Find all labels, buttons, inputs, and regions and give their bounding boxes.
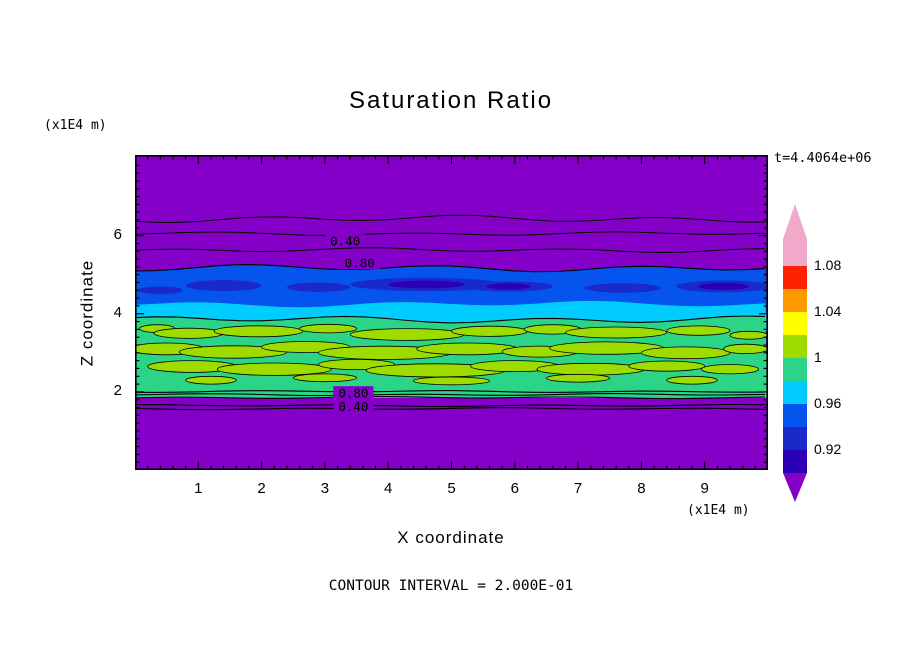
x-tick-label: 9: [700, 480, 709, 497]
x-tick-label: 3: [320, 480, 330, 497]
x-axis-label: X coordinate: [397, 528, 505, 547]
x-tick-label: 8: [637, 480, 646, 497]
contour-label: 0.40: [330, 234, 360, 249]
colorbar: [783, 204, 807, 502]
y-axis-label: Z coordinate: [77, 259, 96, 366]
colorbar-tick-label: 1: [814, 349, 822, 365]
x-tick-label: 7: [573, 480, 583, 497]
x-tick-label: 4: [384, 480, 393, 497]
y-tick-label: 4: [113, 303, 122, 321]
colorbar-tick-label: 1.04: [814, 303, 842, 319]
contour-label: 0.40: [338, 399, 368, 414]
y-tick-label: 2: [113, 381, 122, 399]
contour-plot: 0.400.800.800.40: [135, 155, 768, 470]
timestamp: t=4.4064e+06: [774, 150, 872, 166]
colorbar-tick-label: 0.92: [814, 441, 842, 457]
x-tick-label: 6: [510, 480, 519, 497]
x-tick-label: 2: [257, 480, 266, 497]
x-tick-label: 1: [194, 480, 203, 497]
x-axis-unit: (x1E4 m): [687, 503, 750, 518]
y-tick-label: 6: [113, 225, 122, 243]
contour-label: 0.80: [338, 386, 368, 401]
x-tick-label: 5: [447, 480, 456, 497]
colorbar-tick-label: 0.96: [814, 395, 842, 411]
contour-label: 0.80: [345, 256, 375, 271]
colorbar-tick-label: 1.08: [814, 257, 842, 273]
contour-interval-note: CONTOUR INTERVAL = 2.000E-01: [328, 578, 574, 594]
chart-title: Saturation Ratio: [348, 87, 554, 114]
y-axis-unit: (x1E4 m): [44, 118, 107, 133]
